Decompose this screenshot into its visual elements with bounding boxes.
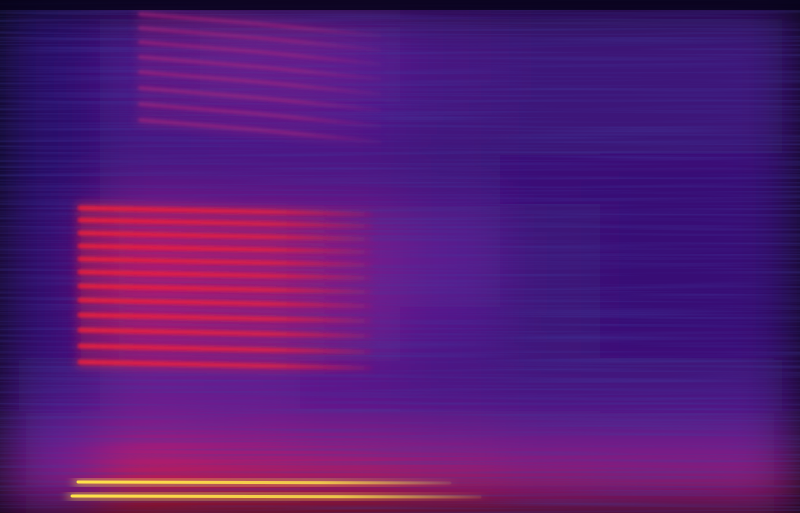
harmonic-line <box>80 272 370 278</box>
harmonic-glow <box>80 362 370 368</box>
harmonic-line <box>80 315 370 321</box>
harmonic-line <box>140 120 380 142</box>
harmonic-glow <box>80 233 370 239</box>
harmonic-glow <box>80 315 370 321</box>
harmonics <box>72 14 480 497</box>
harmonic-glow <box>78 482 450 483</box>
harmonic-line <box>80 362 370 368</box>
noise-texture <box>0 0 800 513</box>
harmonic-line <box>80 246 370 252</box>
harmonic-line <box>72 496 480 497</box>
harmonic-glow <box>80 259 370 265</box>
harmonic-glow <box>80 286 370 292</box>
top-edge <box>0 0 800 10</box>
harmonic-glow <box>72 496 480 497</box>
plot-area <box>0 0 800 513</box>
harmonic-glow <box>80 220 370 226</box>
harmonic-line <box>80 220 370 226</box>
harmonic-line <box>80 286 370 292</box>
harmonic-glow <box>80 272 370 278</box>
harmonic-glow <box>80 346 370 352</box>
harmonic-line <box>80 259 370 265</box>
harmonic-glow <box>80 330 370 336</box>
harmonic-glow <box>140 120 380 142</box>
harmonic-line <box>80 233 370 239</box>
harmonic-line <box>80 330 370 336</box>
cells <box>0 0 800 513</box>
harmonic-line <box>80 208 370 214</box>
spectrogram <box>0 0 800 513</box>
harmonic-glow <box>80 208 370 214</box>
harmonic-glow <box>80 300 370 306</box>
harmonic-line <box>80 300 370 306</box>
harmonic-line <box>80 346 370 352</box>
harmonic-line <box>78 482 450 483</box>
harmonic-glow <box>80 246 370 252</box>
